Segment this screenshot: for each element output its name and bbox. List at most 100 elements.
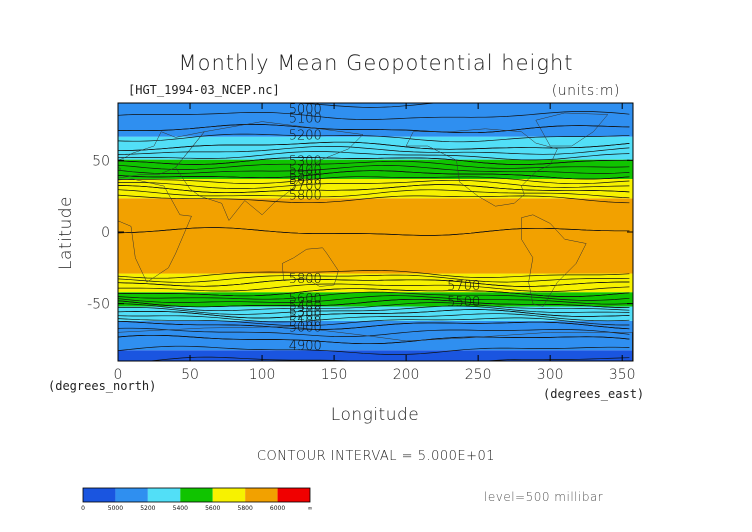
contour-line bbox=[118, 302, 630, 312]
x-tick-label: 150 bbox=[321, 367, 348, 383]
contour-line bbox=[118, 141, 630, 151]
colorbar-label: 5000 bbox=[108, 505, 123, 512]
contour-line bbox=[118, 111, 630, 120]
colorbar-segment bbox=[277, 488, 310, 502]
contour-label: 5200 bbox=[289, 129, 322, 144]
y-unit-label: (degrees_north) bbox=[48, 379, 156, 393]
colorbar-label: 0 bbox=[81, 505, 85, 512]
x-tick-label: 350 bbox=[609, 367, 636, 383]
contour-line bbox=[118, 270, 630, 279]
colorbar-segment bbox=[245, 488, 278, 502]
contour-label: 5000 bbox=[289, 103, 322, 118]
contour-line bbox=[118, 291, 630, 301]
contour-label: 5300 bbox=[289, 305, 322, 320]
contour-label: 5200 bbox=[289, 309, 322, 324]
contour-label: 5700 bbox=[447, 279, 480, 294]
contour-line bbox=[118, 288, 630, 297]
contour-line bbox=[118, 194, 630, 204]
y-axis-label: Latitude bbox=[56, 196, 76, 270]
contour-line bbox=[118, 295, 630, 305]
colorbar-frame bbox=[82, 487, 311, 503]
color-band bbox=[118, 103, 633, 137]
contour-label: 5500 bbox=[447, 295, 480, 310]
colorbar-segment bbox=[180, 488, 213, 502]
contour-line bbox=[118, 313, 630, 323]
color-band bbox=[118, 198, 633, 274]
x-axis-label: Longitude bbox=[331, 405, 419, 425]
contour-line bbox=[146, 356, 630, 361]
x-tick-label: 200 bbox=[393, 367, 420, 383]
contour-label: 5100 bbox=[289, 315, 322, 330]
coastline bbox=[521, 214, 587, 307]
colorbar-label: 5400 bbox=[173, 505, 188, 512]
contour-label: 5800 bbox=[289, 272, 322, 287]
coastline bbox=[535, 112, 609, 147]
contour-label: 5300 bbox=[289, 154, 322, 169]
color-band bbox=[118, 273, 633, 293]
contour-line bbox=[118, 151, 630, 161]
coastline bbox=[175, 121, 364, 221]
y-tick-label: 0 bbox=[101, 225, 110, 241]
contour-line bbox=[118, 309, 630, 319]
coastline bbox=[405, 128, 558, 207]
contour-labels: 5000510052005300540055005600570058005800… bbox=[289, 103, 481, 354]
x-tick-label: 250 bbox=[465, 367, 492, 383]
contour-label: 4900 bbox=[289, 339, 322, 354]
contour-line bbox=[118, 133, 630, 143]
contour-line bbox=[118, 145, 630, 155]
contour-line bbox=[118, 317, 630, 327]
contour-line bbox=[118, 124, 630, 134]
contour-line bbox=[118, 278, 630, 287]
contour-line bbox=[118, 170, 630, 180]
x-tick-label: 50 bbox=[181, 367, 199, 383]
level-label: level=500 millibar bbox=[484, 490, 603, 504]
contour-line bbox=[118, 227, 630, 236]
y-tick-label: -50 bbox=[87, 297, 110, 313]
contour-line bbox=[118, 274, 630, 283]
x-tick-label: 300 bbox=[537, 367, 564, 383]
x-axis-ticks: 0 50 100 150 200 250 300 350 bbox=[114, 103, 636, 383]
contour-lines bbox=[118, 103, 630, 361]
contour-line bbox=[118, 327, 630, 337]
coastlines bbox=[118, 112, 633, 361]
contour-label: 5600 bbox=[289, 173, 322, 188]
color-band bbox=[118, 136, 633, 160]
contour-line bbox=[118, 345, 630, 355]
contour-label: 5000 bbox=[289, 321, 322, 336]
color-band bbox=[118, 350, 633, 361]
x-tick-label: 100 bbox=[249, 367, 276, 383]
contour-interval-label: CONTOUR INTERVAL = 5.000E+01 bbox=[257, 449, 495, 464]
colorbar-segment bbox=[147, 488, 181, 502]
colorbar-label: 5600 bbox=[205, 505, 220, 512]
contour-line bbox=[118, 189, 630, 199]
contour-label: 5700 bbox=[289, 179, 322, 194]
colorbar: 0 5000 5200 5400 5600 5800 6000 ∞ bbox=[81, 487, 313, 512]
contour-line bbox=[118, 176, 630, 185]
dataset-subtitle: [HGT_1994-03_NCEP.nc] bbox=[128, 83, 280, 97]
contour-line bbox=[118, 165, 630, 174]
coastline bbox=[118, 326, 633, 361]
contour-line bbox=[118, 283, 630, 292]
colorbar-segment bbox=[212, 488, 246, 502]
contour-label: 5400 bbox=[289, 163, 322, 178]
coastline bbox=[118, 131, 206, 179]
contour-line bbox=[118, 184, 630, 194]
contour-line bbox=[285, 103, 440, 108]
colorbar-label: 5800 bbox=[238, 505, 253, 512]
contour-label: 5500 bbox=[289, 169, 322, 184]
contour-line bbox=[118, 334, 630, 345]
colorbar-segment bbox=[115, 488, 148, 502]
contour-label: 5600 bbox=[289, 292, 322, 307]
coastline bbox=[281, 247, 339, 287]
colorbar-segment bbox=[83, 488, 116, 502]
colorbar-label: 6000 bbox=[270, 505, 285, 512]
contour-line bbox=[118, 179, 630, 189]
contour-label: 5800 bbox=[289, 189, 322, 204]
chart-title: Monthly Mean Geopotential height bbox=[179, 51, 574, 75]
contour-line bbox=[118, 305, 630, 315]
y-axis-ticks: -50 0 50 bbox=[87, 153, 633, 313]
contour-label: 5100 bbox=[289, 111, 322, 126]
colorbar-label: 5200 bbox=[140, 505, 155, 512]
y-tick-label: 50 bbox=[92, 153, 110, 169]
